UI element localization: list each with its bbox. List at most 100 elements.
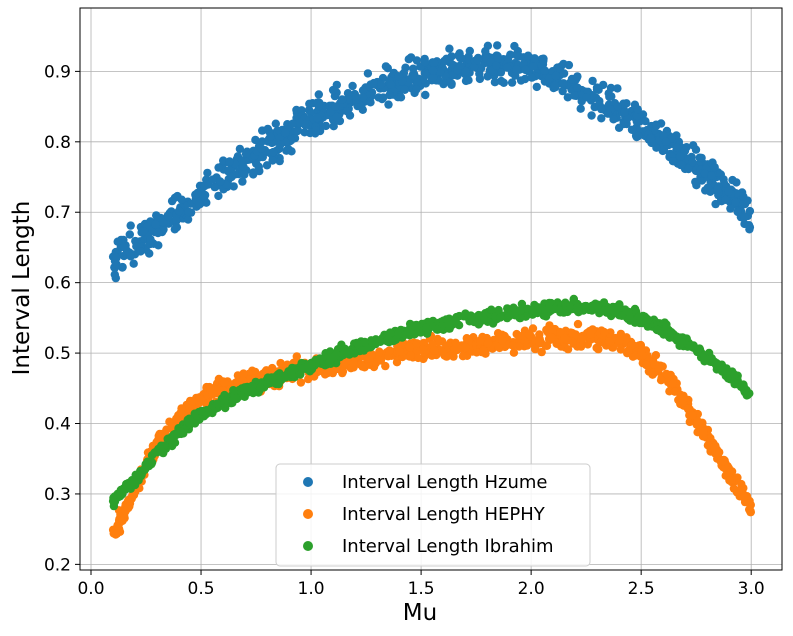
data-point: [713, 185, 722, 194]
data-point: [675, 341, 684, 350]
data-point: [516, 76, 526, 85]
data-point: [679, 394, 688, 403]
data-point: [564, 60, 574, 70]
data-point: [570, 91, 579, 100]
data-point: [214, 191, 223, 201]
data-point: [721, 195, 730, 204]
data-point: [532, 82, 541, 92]
data-point: [689, 141, 698, 150]
data-point: [676, 152, 685, 161]
data-point: [409, 64, 418, 73]
data-point: [737, 479, 746, 489]
data-point: [125, 230, 134, 239]
data-point: [429, 58, 439, 68]
data-point: [332, 350, 341, 359]
data-point: [367, 338, 377, 347]
data-point: [740, 212, 749, 222]
data-point: [111, 273, 121, 283]
data-point: [712, 359, 721, 368]
data-point: [348, 81, 357, 91]
data-point: [464, 54, 473, 64]
data-point: [128, 491, 137, 500]
data-point: [632, 111, 642, 121]
y-tick-label: 0.4: [44, 415, 71, 435]
data-point: [652, 121, 661, 130]
data-point: [187, 396, 197, 406]
data-point: [703, 183, 713, 192]
data-point: [345, 348, 355, 358]
data-point: [193, 188, 202, 198]
data-point: [646, 134, 656, 143]
data-point: [231, 394, 240, 403]
data-point: [594, 345, 603, 354]
data-point: [194, 199, 204, 209]
data-point: [625, 314, 634, 323]
x-tick-label: 3.0: [738, 579, 765, 599]
data-point: [396, 93, 406, 102]
data-point: [445, 44, 454, 53]
data-point: [606, 83, 616, 93]
data-point: [300, 128, 309, 137]
data-point: [287, 147, 296, 156]
data-point: [502, 63, 512, 72]
data-point: [728, 175, 737, 185]
data-point: [314, 102, 323, 111]
data-point: [305, 99, 314, 109]
data-point: [450, 317, 459, 326]
data-point: [413, 78, 422, 87]
data-point: [360, 337, 369, 347]
data-point: [494, 305, 503, 315]
data-point: [569, 339, 578, 348]
data-point: [422, 323, 431, 332]
data-point: [197, 406, 206, 416]
legend-marker: [303, 509, 313, 519]
data-point: [695, 344, 704, 353]
data-point: [139, 227, 148, 236]
data-point: [730, 370, 739, 379]
data-point: [516, 305, 525, 315]
data-point: [560, 334, 569, 343]
data-point: [600, 327, 609, 337]
data-point: [274, 379, 283, 389]
data-point: [745, 206, 755, 216]
data-point: [266, 132, 275, 141]
data-point: [167, 422, 177, 431]
data-point: [240, 392, 249, 401]
data-point: [296, 378, 306, 387]
x-axis-label: Mu: [403, 600, 437, 626]
data-point: [394, 72, 403, 81]
data-point: [700, 169, 710, 178]
data-point: [656, 376, 666, 385]
data-point: [573, 303, 582, 312]
data-point: [544, 74, 554, 83]
data-point: [537, 347, 546, 357]
data-point: [746, 507, 755, 517]
data-point: [269, 147, 278, 157]
data-point: [121, 506, 130, 516]
data-point: [516, 313, 525, 323]
data-point: [237, 156, 247, 165]
data-point: [174, 206, 184, 216]
data-point: [329, 122, 338, 131]
data-point: [495, 313, 505, 322]
data-point: [604, 337, 614, 346]
data-point: [531, 344, 540, 354]
data-point: [456, 61, 465, 70]
data-point: [194, 395, 204, 405]
data-point: [241, 149, 251, 158]
data-point: [481, 47, 490, 56]
data-point: [667, 328, 676, 337]
data-point: [662, 369, 671, 379]
data-point: [493, 41, 502, 50]
data-point: [530, 54, 539, 63]
data-point: [376, 80, 386, 89]
data-point: [659, 330, 668, 339]
data-point: [461, 343, 470, 352]
data-point: [271, 119, 280, 128]
data-point: [651, 351, 661, 360]
data-point: [222, 180, 231, 189]
data-point: [293, 127, 302, 136]
data-point: [451, 338, 460, 347]
data-point: [172, 216, 181, 225]
data-point: [588, 302, 597, 311]
